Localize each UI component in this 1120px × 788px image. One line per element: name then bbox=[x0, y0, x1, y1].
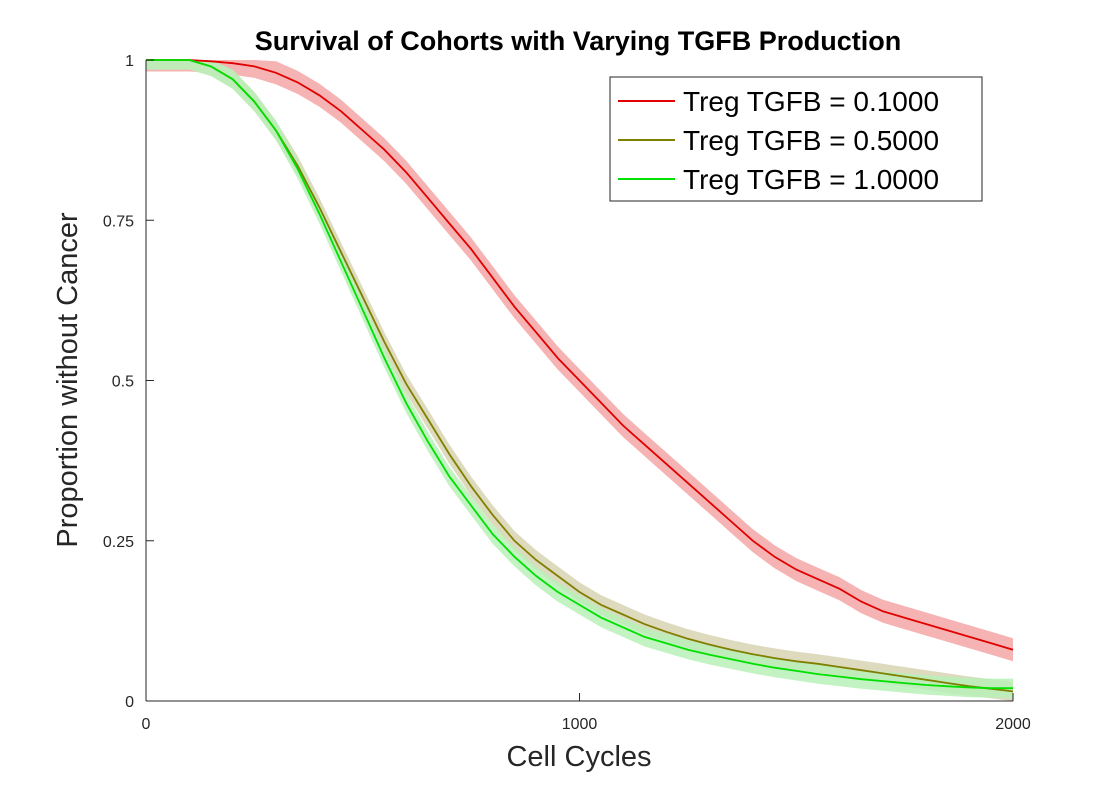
y-tick-label: 0 bbox=[125, 694, 134, 711]
axes: 0 1000 2000 0 0.25 0.5 0.75 1 bbox=[103, 53, 1031, 733]
series-lines bbox=[146, 59, 1014, 693]
y-axis-label: Proportion without Cancer bbox=[52, 212, 84, 548]
x-tick-label: 1000 bbox=[562, 716, 598, 733]
series-line-1 bbox=[146, 59, 1014, 651]
y-tick-label: 0.25 bbox=[103, 534, 134, 551]
legend-label-3: Treg TGFB = 1.0000 bbox=[683, 164, 939, 195]
series-line-3 bbox=[146, 59, 1013, 690]
x-tick-label: 0 bbox=[142, 716, 151, 733]
x-axis-label: Cell Cycles bbox=[506, 741, 651, 773]
legend-label-2: Treg TGFB = 0.5000 bbox=[683, 125, 939, 156]
y-tick-label: 0.75 bbox=[103, 213, 134, 230]
legend: Treg TGFB = 0.1000 Treg TGFB = 0.5000 Treg… bbox=[609, 76, 983, 202]
y-tick-label: 0.5 bbox=[112, 374, 134, 391]
y-tick-label: 1 bbox=[125, 53, 134, 70]
series-line-2 bbox=[146, 59, 1014, 693]
chart-title: Survival of Cohorts with Varying TGFB Pr… bbox=[255, 26, 902, 56]
x-tick-label: 2000 bbox=[995, 716, 1031, 733]
legend-label-1: Treg TGFB = 0.1000 bbox=[683, 86, 939, 117]
